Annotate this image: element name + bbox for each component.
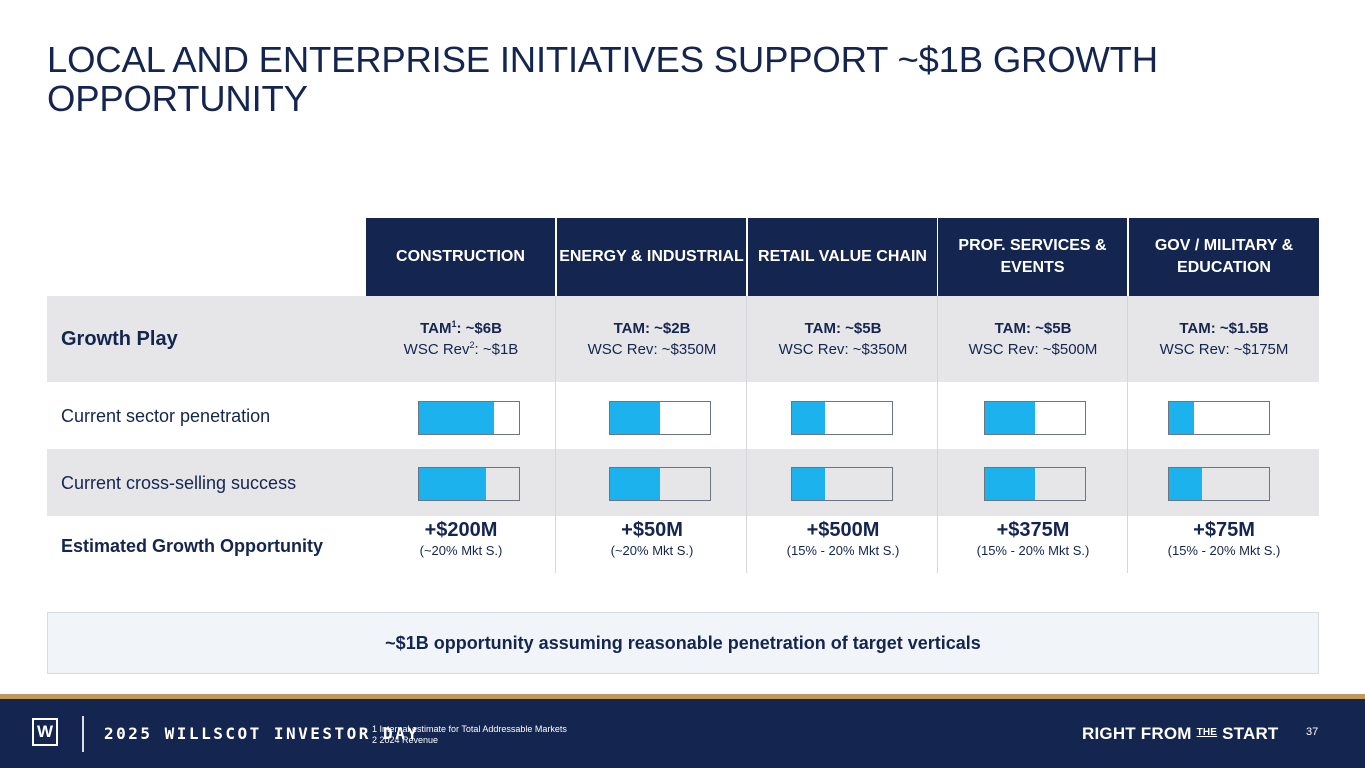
penetration-bar [418, 401, 520, 435]
column-divider [555, 296, 556, 573]
footer-divider [82, 716, 84, 752]
column-divider [746, 296, 747, 573]
cross-selling-fill [985, 468, 1035, 500]
growth-play-cell: TAM1: ~$6B WSC Rev2: ~$1B [403, 319, 519, 359]
opportunity-value: +$375M [996, 519, 1070, 541]
footnotes: 1 Internal estimate for Total Addressabl… [372, 724, 567, 746]
opportunity-value: +$75M [1193, 519, 1255, 541]
column-header-prof-services: PROF. SERVICES & EVENTS [938, 218, 1127, 296]
column-header-energy: ENERGY & INDUSTRIAL [557, 218, 746, 296]
page-title: LOCAL AND ENTERPRISE INITIATIVES SUPPORT… [47, 39, 1158, 119]
growth-play-label: Growth Play [61, 328, 178, 350]
penetration-row: Current sector penetration [47, 382, 1319, 449]
penetration-fill [792, 402, 825, 434]
opportunity-cell: +$200M (~20% Mkt S.) [366, 518, 556, 560]
opportunity-row: Estimated Growth Opportunity +$200M (~20… [47, 516, 1319, 573]
footer: W 2025 WILLSCOT INVESTOR DAY 1 Internal … [0, 699, 1365, 768]
penetration-bar [609, 401, 711, 435]
penetration-bar [1168, 401, 1270, 435]
opportunity-note: (15% - 20% Mkt S.) [976, 543, 1090, 558]
cross-selling-row: Current cross-selling success [47, 449, 1319, 516]
cross-selling-bar [984, 467, 1086, 501]
footnote-2: 2 2024 Revenue [372, 735, 439, 745]
opportunity-value: +$500M [806, 519, 880, 541]
growth-play-cell: TAM: ~$5B WSC Rev: ~$500M [968, 320, 1098, 358]
footer-accent-line [0, 694, 1365, 699]
opportunity-value: +$50M [621, 519, 683, 541]
opportunity-note: (~20% Mkt S.) [610, 543, 694, 558]
growth-play-cell: TAM: ~$2B WSC Rev: ~$350M [587, 320, 717, 358]
penetration-fill [610, 402, 660, 434]
event-name: 2025 WILLSCOT INVESTOR DAY [104, 724, 420, 743]
penetration-fill [1169, 402, 1194, 434]
penetration-bar [984, 401, 1086, 435]
opportunity-value: +$200M [424, 519, 498, 541]
column-header-gov-military: GOV / MILITARY & EDUCATION [1129, 218, 1319, 296]
penetration-fill [419, 402, 494, 434]
growth-play-row: Growth Play TAM1: ~$6B WSC Rev2: ~$1B TA… [47, 296, 1319, 382]
column-divider [1127, 296, 1128, 573]
cross-selling-bar [418, 467, 520, 501]
cross-selling-bar [791, 467, 893, 501]
opportunity-note: (~20% Mkt S.) [419, 543, 503, 558]
footnote-1: 1 Internal estimate for Total Addressabl… [372, 724, 567, 734]
growth-play-cell: TAM: ~$5B WSC Rev: ~$350M [778, 320, 908, 358]
cross-selling-fill [419, 468, 486, 500]
cross-selling-fill [610, 468, 660, 500]
opportunity-cell: +$375M (15% - 20% Mkt S.) [938, 518, 1128, 560]
penetration-bar [791, 401, 893, 435]
penetration-fill [985, 402, 1035, 434]
column-header-retail: RETAIL VALUE CHAIN [748, 218, 937, 296]
page-number: 37 [1306, 726, 1319, 738]
opportunity-cell: +$500M (15% - 20% Mkt S.) [748, 518, 938, 560]
cross-selling-fill [1169, 468, 1202, 500]
summary-callout: ~$1B opportunity assuming reasonable pen… [47, 612, 1319, 674]
willscot-logo-icon: W [32, 718, 58, 746]
opportunity-label: Estimated Growth Opportunity [61, 536, 324, 556]
cross-selling-bar [1168, 467, 1270, 501]
tagline: RIGHT FROM THE START [1082, 724, 1279, 743]
opportunity-cell: +$50M (~20% Mkt S.) [557, 518, 747, 560]
cross-selling-fill [792, 468, 825, 500]
opportunity-note: (15% - 20% Mkt S.) [786, 543, 900, 558]
opportunity-cell: +$75M (15% - 20% Mkt S.) [1129, 518, 1319, 560]
growth-play-cell: TAM: ~$1.5B WSC Rev: ~$175M [1159, 320, 1289, 358]
opportunity-note: (15% - 20% Mkt S.) [1167, 543, 1281, 558]
penetration-label: Current sector penetration [61, 406, 271, 426]
cross-selling-label: Current cross-selling success [61, 473, 297, 493]
column-header-construction: CONSTRUCTION [366, 218, 555, 296]
cross-selling-bar [609, 467, 711, 501]
column-divider [937, 296, 938, 573]
